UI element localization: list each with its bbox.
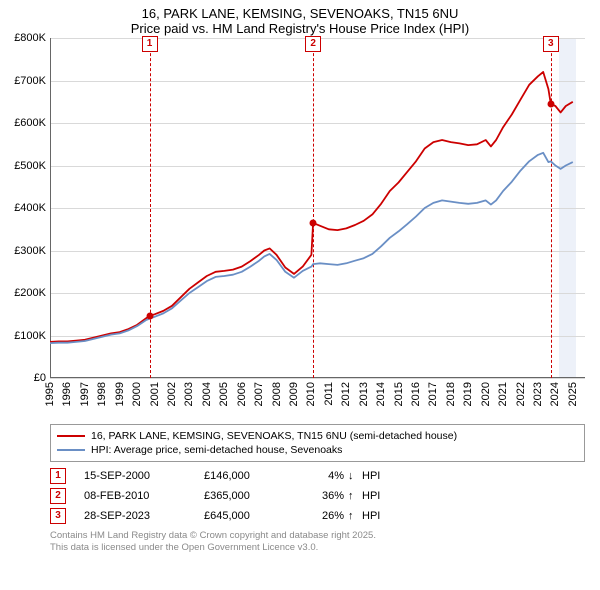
x-tick-label: 2013 — [358, 382, 370, 406]
y-tick-label: £500K — [14, 160, 46, 172]
x-tick-label: 2007 — [253, 382, 265, 406]
attribution-line-2: This data is licensed under the Open Gov… — [50, 542, 585, 554]
arrow-icon: ↑ — [348, 510, 362, 522]
title-line-2: Price paid vs. HM Land Registry's House … — [10, 21, 590, 36]
x-tick-label: 1996 — [61, 382, 73, 406]
event-number-box: 1 — [50, 468, 66, 484]
event-date: 28-SEP-2023 — [84, 510, 204, 522]
x-tick-label: 2004 — [201, 382, 213, 406]
event-number-box: 3 — [543, 36, 559, 52]
event-date: 15-SEP-2000 — [84, 470, 204, 482]
y-tick-label: £200K — [14, 287, 46, 299]
legend-label: 16, PARK LANE, KEMSING, SEVENOAKS, TN15 … — [91, 430, 457, 442]
y-tick-label: £300K — [14, 245, 46, 257]
legend-swatch — [57, 449, 85, 451]
events-table-row: 1 15-SEP-2000£146,0004%↓HPI — [50, 466, 585, 486]
x-tick-label: 2012 — [340, 382, 352, 406]
x-tick-label: 2023 — [532, 382, 544, 406]
event-marker — [310, 219, 317, 226]
x-tick-label: 1997 — [79, 382, 91, 406]
arrow-icon: ↓ — [348, 470, 362, 482]
x-tick-label: 2022 — [515, 382, 527, 406]
x-tick-label: 2008 — [271, 382, 283, 406]
event-number-box: 2 — [305, 36, 321, 52]
event-price: £146,000 — [204, 470, 304, 482]
y-tick-label: £400K — [14, 202, 46, 214]
x-tick-label: 2024 — [549, 382, 561, 406]
x-tick-label: 2001 — [149, 382, 161, 406]
event-date: 08-FEB-2010 — [84, 490, 204, 502]
x-tick-label: 2016 — [410, 382, 422, 406]
chart-container: 16, PARK LANE, KEMSING, SEVENOAKS, TN15 … — [0, 0, 600, 554]
x-tick-label: 2025 — [567, 382, 579, 406]
x-tick-label: 2018 — [445, 382, 457, 406]
title-line-1: 16, PARK LANE, KEMSING, SEVENOAKS, TN15 … — [10, 6, 590, 21]
event-number-box: 3 — [50, 508, 66, 524]
y-axis: £0£100K£200K£300K£400K£500K£600K£700K£80… — [0, 38, 48, 378]
chart-lines — [50, 38, 585, 378]
legend-row: HPI: Average price, semi-detached house,… — [57, 443, 578, 457]
x-tick-label: 2019 — [462, 382, 474, 406]
y-tick-label: £800K — [14, 32, 46, 44]
legend-row: 16, PARK LANE, KEMSING, SEVENOAKS, TN15 … — [57, 429, 578, 443]
event-number-box: 2 — [50, 488, 66, 504]
x-tick-label: 1999 — [114, 382, 126, 406]
event-hpi-label: HPI — [362, 490, 402, 502]
event-pct: 36% — [304, 490, 348, 502]
legend: 16, PARK LANE, KEMSING, SEVENOAKS, TN15 … — [50, 424, 585, 462]
event-price: £645,000 — [204, 510, 304, 522]
y-tick-label: £600K — [14, 117, 46, 129]
x-tick-label: 2014 — [375, 382, 387, 406]
x-tick-label: 2003 — [183, 382, 195, 406]
legend-label: HPI: Average price, semi-detached house,… — [91, 444, 342, 456]
x-tick-label: 1995 — [44, 382, 56, 406]
x-tick-label: 2006 — [236, 382, 248, 406]
events-table-row: 3 28-SEP-2023£645,00026%↑HPI — [50, 506, 585, 526]
x-tick-label: 2015 — [393, 382, 405, 406]
event-price: £365,000 — [204, 490, 304, 502]
y-tick-label: £100K — [14, 330, 46, 342]
event-hpi-label: HPI — [362, 470, 402, 482]
series-price_paid — [50, 72, 573, 342]
x-tick-label: 2009 — [288, 382, 300, 406]
x-tick-label: 2005 — [218, 382, 230, 406]
attribution: Contains HM Land Registry data © Crown c… — [50, 530, 585, 554]
event-marker — [547, 100, 554, 107]
x-tick-label: 2021 — [497, 382, 509, 406]
x-tick-label: 2002 — [166, 382, 178, 406]
event-pct: 4% — [304, 470, 348, 482]
x-tick-label: 2020 — [480, 382, 492, 406]
event-number-box: 1 — [142, 36, 158, 52]
arrow-icon: ↑ — [348, 490, 362, 502]
event-marker — [146, 312, 153, 319]
events-table-row: 2 08-FEB-2010£365,00036%↑HPI — [50, 486, 585, 506]
event-pct: 26% — [304, 510, 348, 522]
attribution-line-1: Contains HM Land Registry data © Crown c… — [50, 530, 585, 542]
events-table: 115-SEP-2000£146,0004%↓HPI208-FEB-2010£3… — [50, 466, 585, 526]
x-tick-label: 2011 — [323, 382, 335, 406]
title-block: 16, PARK LANE, KEMSING, SEVENOAKS, TN15 … — [0, 0, 600, 38]
x-axis: 1995199619971998199920002001200220032004… — [50, 378, 585, 418]
x-tick-label: 2017 — [427, 382, 439, 406]
plot-area: £0£100K£200K£300K£400K£500K£600K£700K£80… — [50, 38, 585, 378]
x-tick-label: 1998 — [96, 382, 108, 406]
y-tick-label: £700K — [14, 75, 46, 87]
legend-swatch — [57, 435, 85, 437]
event-hpi-label: HPI — [362, 510, 402, 522]
x-tick-label: 2000 — [131, 382, 143, 406]
x-tick-label: 2010 — [305, 382, 317, 406]
